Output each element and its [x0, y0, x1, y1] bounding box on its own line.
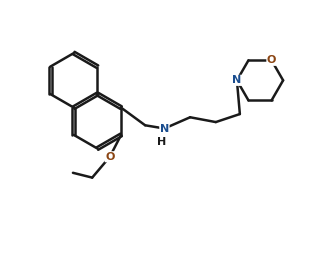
Text: N: N: [160, 124, 169, 133]
Text: O: O: [267, 55, 276, 65]
Text: N: N: [232, 75, 241, 85]
Text: O: O: [105, 152, 115, 162]
Text: H: H: [157, 137, 166, 147]
